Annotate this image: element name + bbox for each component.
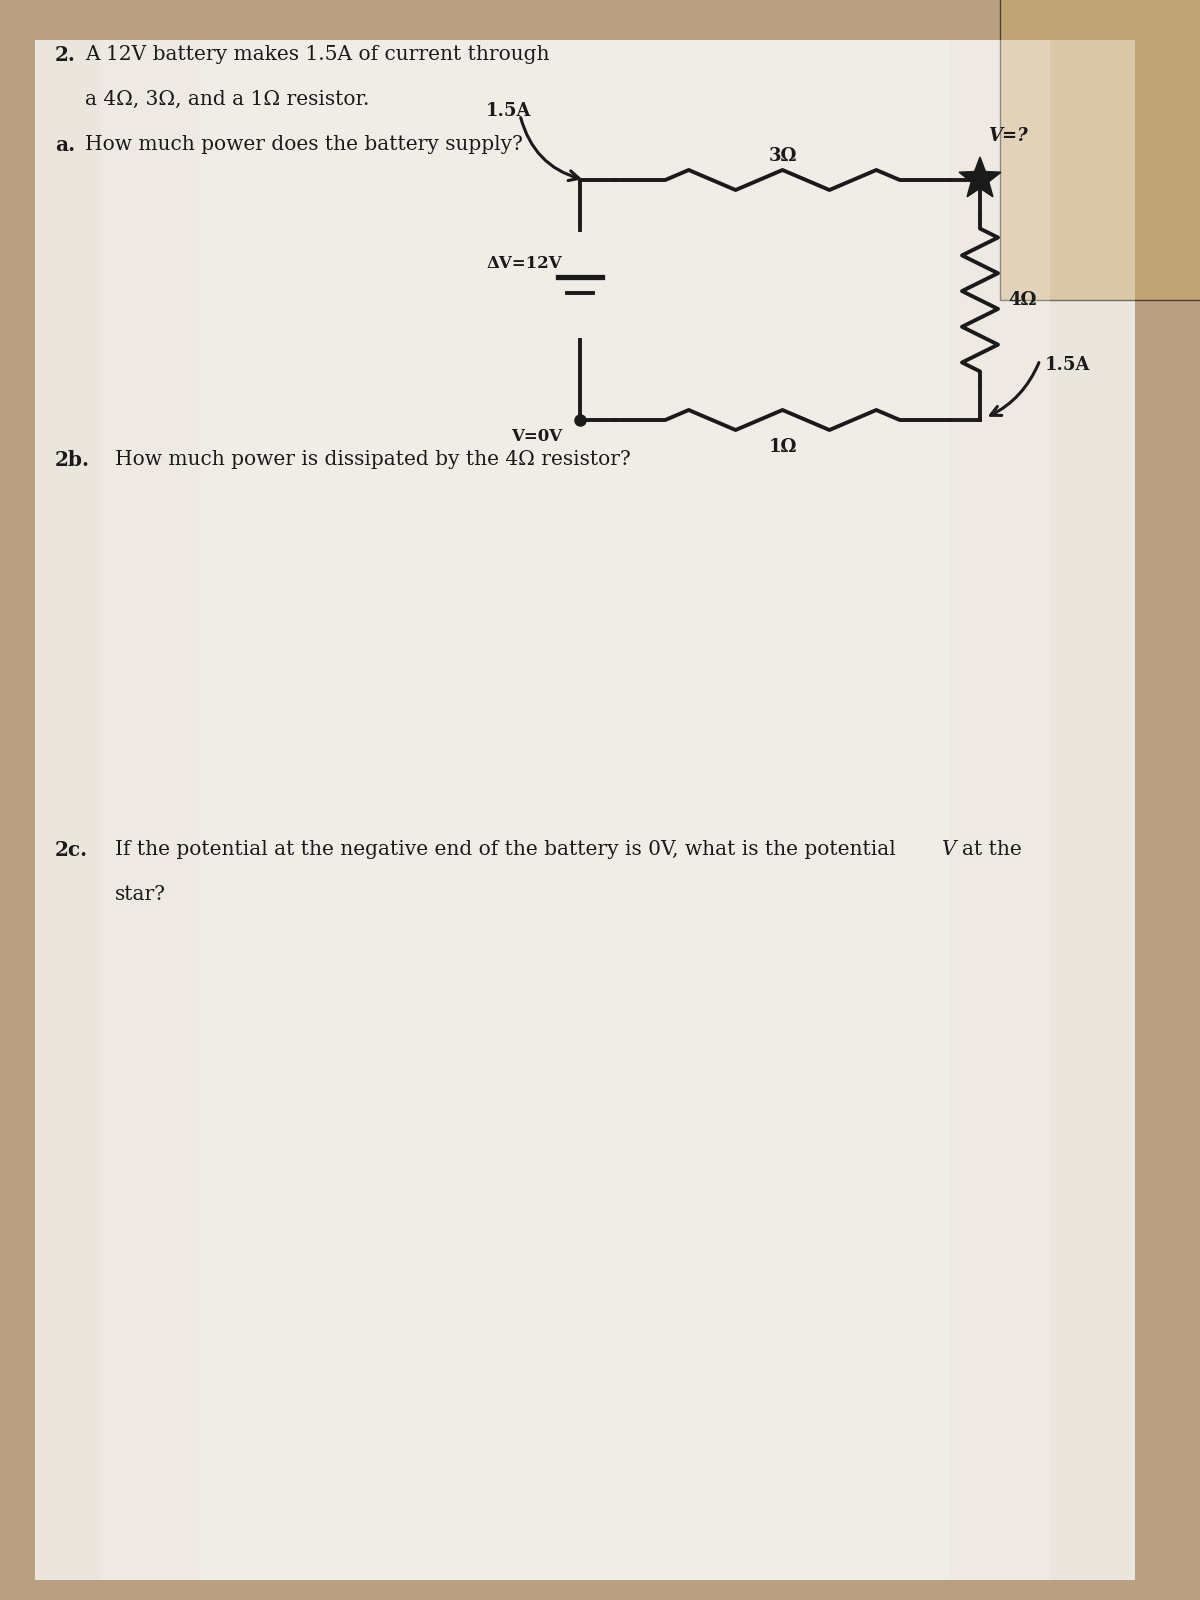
Polygon shape bbox=[959, 157, 1001, 197]
Text: A 12V battery makes 1.5A of current through: A 12V battery makes 1.5A of current thro… bbox=[85, 45, 550, 64]
Text: star?: star? bbox=[115, 885, 166, 904]
Bar bbox=[100, 40, 1050, 1581]
FancyBboxPatch shape bbox=[1000, 0, 1200, 301]
Text: V: V bbox=[942, 840, 956, 859]
Bar bbox=[200, 40, 950, 1581]
Text: 1.5A: 1.5A bbox=[485, 102, 530, 120]
Text: a.: a. bbox=[55, 134, 76, 155]
FancyBboxPatch shape bbox=[35, 40, 1135, 1581]
Text: at the: at the bbox=[962, 840, 1021, 859]
Text: How much power is dissipated by the 4Ω resistor?: How much power is dissipated by the 4Ω r… bbox=[115, 450, 631, 469]
Text: If the potential at the negative end of the battery is 0V, what is the potential: If the potential at the negative end of … bbox=[115, 840, 902, 859]
Text: a 4Ω, 3Ω, and a 1Ω resistor.: a 4Ω, 3Ω, and a 1Ω resistor. bbox=[85, 90, 370, 109]
Text: 2b.: 2b. bbox=[55, 450, 90, 470]
Text: V=?: V=? bbox=[988, 126, 1027, 146]
Text: 1.5A: 1.5A bbox=[1045, 355, 1091, 374]
Text: 2.: 2. bbox=[55, 45, 76, 66]
Text: 4Ω: 4Ω bbox=[1008, 291, 1037, 309]
Text: ΔV=12V: ΔV=12V bbox=[486, 254, 562, 272]
Text: 1Ω: 1Ω bbox=[768, 438, 797, 456]
Text: 2c.: 2c. bbox=[55, 840, 88, 861]
Text: V=0V: V=0V bbox=[511, 427, 562, 445]
Text: How much power does the battery supply?: How much power does the battery supply? bbox=[85, 134, 523, 154]
Text: 3Ω: 3Ω bbox=[768, 147, 797, 165]
